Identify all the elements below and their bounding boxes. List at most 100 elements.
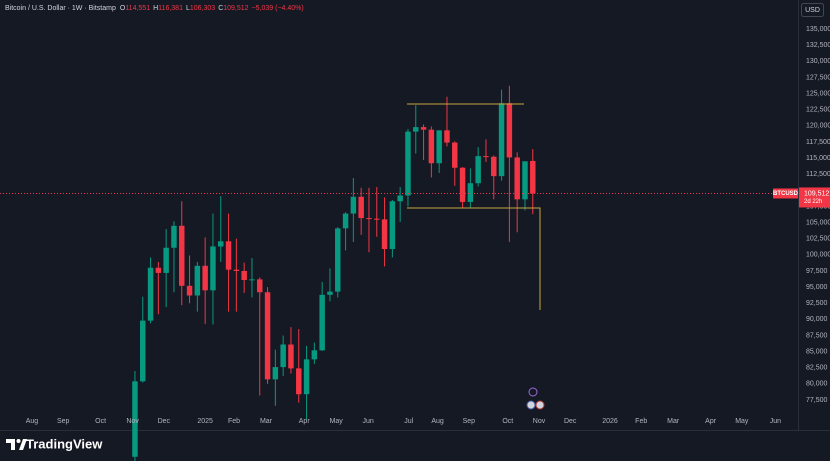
x-tick-label: Jun [363,418,374,425]
y-tick-label: 127,500 [806,74,830,81]
candle-body [210,246,216,291]
chart-title: Bitcoin / U.S. Dollar · 1W · Bitstamp [5,5,116,12]
candle-body [420,127,427,130]
candle-body [186,285,193,296]
candle-body [225,241,232,270]
y-tick-label: 102,500 [806,236,830,243]
x-tick-label: May [330,418,344,425]
x-tick-label: Dec [564,418,577,425]
y-tick-label: 117,500 [806,139,830,146]
y-tick-label: 115,000 [806,155,830,162]
candle-body [366,218,372,220]
plot [0,85,798,461]
candle-body [335,228,341,292]
y-tick-label: 90,000 [806,316,828,323]
currency-button[interactable] [801,3,824,17]
symbol-badge [773,188,798,199]
x-tick-label: Sep [463,418,476,425]
candle-body [171,225,177,248]
y-tick-label: 125,000 [806,90,830,97]
drawing-line [407,207,541,310]
candle-body [249,279,255,281]
x-tick-label: Jun [770,418,781,425]
x-tick-label: Mar [260,418,273,425]
x-tick-label: Feb [635,418,647,425]
candle-body [272,367,279,380]
ohlc-value: 116,381 [158,5,183,12]
candle-body [296,368,302,395]
event-icon[interactable] [528,387,538,397]
x-tick-label: Apr [705,418,717,425]
x-tick-label: Oct [502,418,513,425]
ohlc-legend: O 114,551 H 116,381 L 106,303 C 109,512 −5,039 (… [120,5,304,12]
ohlc-value: 106,303 [190,5,215,12]
candle-body [405,131,411,196]
candle-body [498,103,505,177]
candle-body [444,130,450,143]
ohlc-key: H [153,5,158,12]
candle-body [436,130,442,164]
event-icon[interactable] [535,400,545,410]
price-badge [799,187,830,208]
candle-body [179,225,185,286]
candle-body [327,291,333,295]
y-tick-label: 77,500 [806,397,828,404]
candle-body [155,267,162,273]
event-icon[interactable] [526,400,536,410]
currency-label: USD [805,7,820,14]
x-tick-label: Aug [26,418,39,425]
y-tick-label: 135,000 [806,26,830,33]
candle-body [475,156,481,184]
ohlc-key: C [218,5,223,12]
candle-body [233,269,240,271]
candle-body [147,267,154,321]
candle-body [467,183,474,202]
candle-body [483,156,489,158]
candle-body [311,350,318,360]
candle-body [140,320,146,382]
candle-body [288,344,294,369]
x-tick-label: Aug [431,418,444,425]
candle-body [264,292,271,380]
symbol-label: BTCUSD [773,191,799,197]
candle-body [522,161,528,200]
candle-body [257,279,263,293]
candle-body [280,344,286,368]
ohlc-value: 114,551 [125,5,150,12]
y-tick-label: 80,000 [806,381,828,388]
y-tick-label: 92,500 [806,300,828,307]
candle-body [358,196,364,219]
brand-logo [6,439,27,450]
candle-body [163,247,169,273]
x-tick-label: Apr [299,418,311,425]
y-tick-label: 130,000 [806,58,830,65]
ohlc-key: L [186,5,190,12]
candle-body [397,195,403,202]
x-tick-label: Sep [57,418,70,425]
candle-body [132,381,138,457]
x-tick-label: Nov [126,418,139,425]
x-tick-label: Jul [404,418,413,425]
candle-body [491,156,497,177]
x-tick-label: May [735,418,749,425]
y-tick-label: 85,000 [806,348,828,355]
candle-body [428,129,435,164]
y-tick-label: 82,500 [806,365,828,372]
x-tick-label: Dec [158,418,171,425]
candle-body [506,103,513,158]
candle-body [350,196,357,214]
x-tick-label: Oct [95,418,106,425]
y-tick-label: 120,000 [806,123,830,130]
x-tick-label: Feb [228,418,240,425]
y-tick-label: 105,000 [806,219,830,226]
candle-body [241,270,247,280]
candle-body [389,201,396,250]
candle-body [374,218,380,220]
y-tick-label: 87,500 [806,332,828,339]
candle-body [218,241,224,247]
candle-body [303,359,310,395]
candle-body [194,265,201,296]
candle-body [202,265,208,291]
